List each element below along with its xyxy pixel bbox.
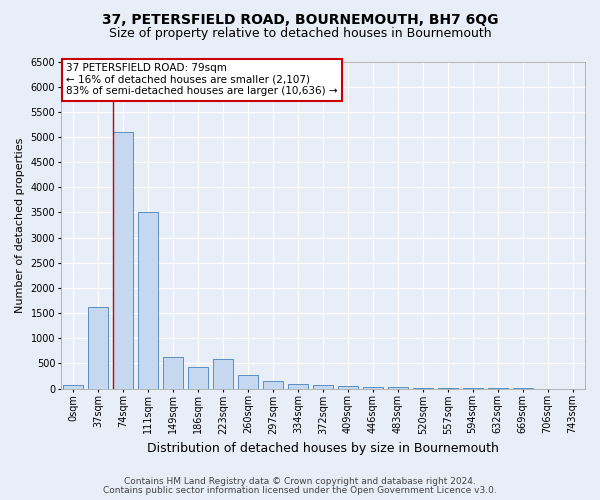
Text: Size of property relative to detached houses in Bournemouth: Size of property relative to detached ho… (109, 28, 491, 40)
Bar (138, 212, 158, 388)
Text: 37, PETERSFIELD ROAD, BOURNEMOUTH, BH7 6QG: 37, PETERSFIELD ROAD, BOURNEMOUTH, BH7 6… (102, 12, 498, 26)
Bar (238, 374, 258, 388)
Bar (213, 360, 233, 388)
Bar (64, 384, 83, 388)
X-axis label: Distribution of detached houses by size in Bournemouth: Distribution of detached houses by size … (147, 442, 499, 455)
Bar (113, 132, 133, 388)
Bar (188, 367, 208, 388)
Bar (263, 381, 283, 388)
Bar (338, 386, 358, 388)
Bar (88, 307, 108, 388)
Text: Contains public sector information licensed under the Open Government Licence v3: Contains public sector information licen… (103, 486, 497, 495)
Bar (288, 384, 308, 388)
Bar (313, 385, 333, 388)
Bar (163, 358, 183, 388)
Text: 37 PETERSFIELD ROAD: 79sqm
← 16% of detached houses are smaller (2,107)
83% of s: 37 PETERSFIELD ROAD: 79sqm ← 16% of deta… (66, 63, 338, 96)
Bar (363, 387, 383, 388)
Text: Contains HM Land Registry data © Crown copyright and database right 2024.: Contains HM Land Registry data © Crown c… (124, 477, 476, 486)
Y-axis label: Number of detached properties: Number of detached properties (15, 138, 25, 312)
